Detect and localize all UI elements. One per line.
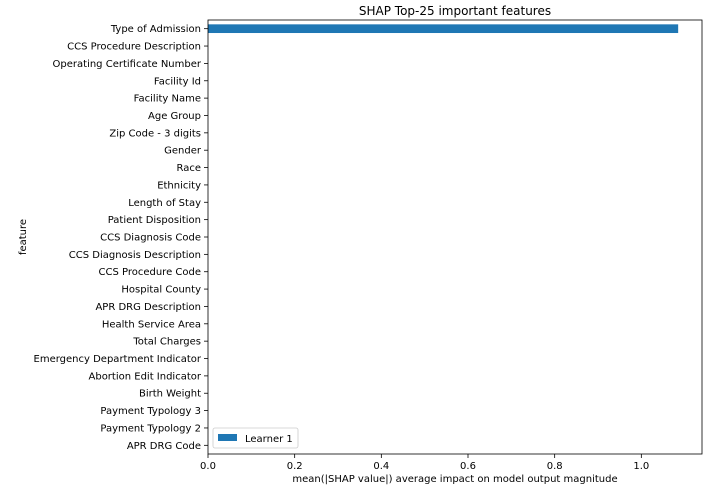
y-tick-label: Age Group [148,111,201,122]
y-tick-label: CCS Procedure Code [98,267,201,278]
x-tick-label: 0.4 [373,461,389,472]
x-axis: 0.0 0.2 0.4 0.6 0.8 1.0 [200,454,649,472]
plot-frame [207,19,703,455]
y-axis-label: feature [18,219,29,255]
y-axis: Type of Admission CCS Procedure Descripti… [34,24,208,452]
y-tick-label: Length of Stay [128,198,201,209]
y-tick-label: Emergency Department Indicator [34,354,202,365]
chart-title: SHAP Top-25 important features [359,4,551,18]
y-tick-label: Facility Id [154,76,201,87]
y-tick-label: Patient Disposition [108,215,201,226]
y-tick-label: Facility Name [134,94,201,105]
bars [208,24,679,34]
y-tick-label: Zip Code - 3 digits [109,128,201,139]
y-tick-label: Total Charges [132,337,201,348]
bar [208,24,679,34]
x-tick-label: 0.0 [200,461,216,472]
y-tick-label: Birth Weight [139,389,201,400]
y-tick-label: Gender [164,146,202,157]
y-tick-label: CCS Diagnosis Description [69,250,201,261]
y-tick-label: Abortion Edit Indicator [89,371,202,382]
y-tick-label: Type of Admission [110,24,201,35]
y-tick-label: APR DRG Description [95,302,201,313]
legend-swatch-learner-1 [218,434,237,441]
x-tick-label: 0.8 [547,461,563,472]
y-tick-label: Ethnicity [157,180,201,191]
y-tick-label: Hospital County [121,285,201,296]
y-tick-label: Payment Typology 3 [100,406,201,417]
y-tick-label: Operating Certificate Number [53,59,202,70]
x-axis-label: mean(|SHAP value|) average impact on mod… [292,474,617,485]
y-tick-label: APR DRG Code [127,441,201,452]
legend: Learner 1 [212,427,299,449]
x-tick-label: 0.6 [460,461,476,472]
y-tick-label: CCS Diagnosis Code [100,233,201,244]
x-tick-label: 1.0 [633,461,649,472]
y-tick-label: Health Service Area [102,319,201,330]
y-tick-label: CCS Procedure Description [67,42,201,53]
y-tick-label: Payment Typology 2 [100,423,201,434]
y-tick-label: Race [176,163,201,174]
legend-box [212,427,299,449]
x-tick-label: 0.2 [287,461,303,472]
legend-label: Learner 1 [245,434,293,445]
